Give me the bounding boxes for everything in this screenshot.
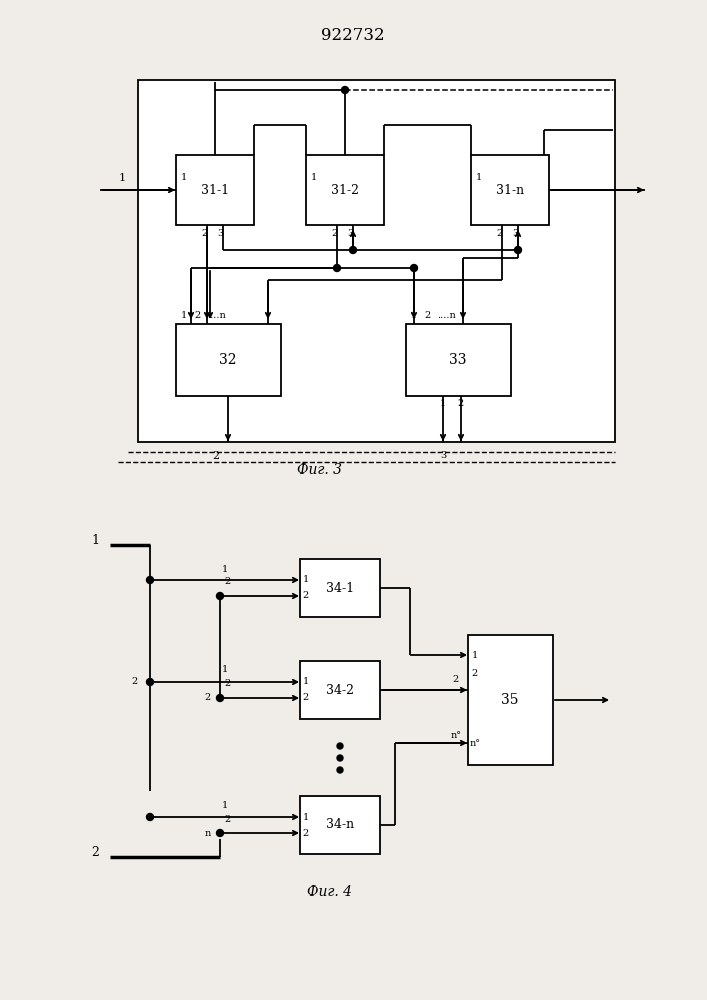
Text: 32: 32	[219, 353, 237, 367]
Bar	[176, 324, 281, 396]
Text: 1: 1	[181, 312, 187, 320]
Text: 3: 3	[347, 229, 353, 237]
Text: 3: 3	[512, 229, 518, 237]
Text: 2: 2	[212, 451, 220, 461]
Bar	[468, 635, 553, 765]
Text: 2: 2	[472, 668, 478, 678]
Text: 31-2: 31-2	[331, 184, 359, 196]
Bar	[176, 155, 254, 225]
Text: 31-1: 31-1	[201, 184, 229, 196]
Text: 922732: 922732	[321, 26, 385, 43]
Text: ....n: ....n	[206, 312, 226, 320]
Text: 1: 1	[222, 566, 228, 574]
Text: n: n	[205, 828, 211, 838]
Text: 1: 1	[91, 534, 99, 546]
Text: 2: 2	[303, 828, 309, 838]
Text: 2: 2	[91, 846, 99, 858]
Text: Фиг. 4: Фиг. 4	[308, 885, 353, 899]
Text: 2: 2	[425, 312, 431, 320]
Text: 34-1: 34-1	[326, 582, 354, 594]
Text: 2: 2	[195, 312, 201, 320]
Text: n°: n°	[469, 738, 481, 748]
Text: 1: 1	[311, 174, 317, 182]
Bar	[300, 661, 380, 719]
Text: 2: 2	[205, 694, 211, 702]
Text: 2: 2	[453, 676, 459, 684]
Text: 33: 33	[449, 353, 467, 367]
Text: Фиг. 3: Фиг. 3	[298, 463, 342, 477]
Text: 2: 2	[303, 694, 309, 702]
Text: 3: 3	[217, 229, 223, 237]
Circle shape	[337, 743, 343, 749]
Text: 1: 1	[303, 812, 309, 822]
Bar	[306, 155, 384, 225]
Text: 1: 1	[181, 174, 187, 182]
Text: 1: 1	[476, 174, 482, 182]
Text: 2: 2	[332, 229, 338, 237]
Text: 1: 1	[303, 576, 309, 584]
Text: 31-n: 31-n	[496, 184, 524, 196]
Bar	[300, 559, 380, 617]
Text: 1: 1	[222, 800, 228, 810]
Circle shape	[349, 246, 356, 253]
Circle shape	[411, 264, 418, 271]
Circle shape	[146, 576, 153, 584]
Text: 2: 2	[132, 678, 138, 686]
Text: 34-n: 34-n	[326, 818, 354, 832]
Text: 34-2: 34-2	[326, 684, 354, 696]
Bar	[406, 324, 511, 396]
Text: 2: 2	[225, 578, 231, 586]
Circle shape	[334, 264, 341, 271]
Circle shape	[515, 246, 522, 253]
Text: 1: 1	[411, 312, 417, 320]
Text: 2: 2	[202, 229, 208, 237]
Circle shape	[216, 694, 223, 702]
Bar	[471, 155, 549, 225]
Text: 2: 2	[458, 399, 464, 408]
Text: 35: 35	[501, 693, 519, 707]
Text: n°: n°	[450, 730, 462, 740]
Text: 2: 2	[225, 814, 231, 824]
Text: 1: 1	[440, 399, 446, 408]
Text: 1: 1	[472, 650, 478, 660]
Circle shape	[337, 767, 343, 773]
Text: ....n: ....n	[437, 312, 455, 320]
Text: 1: 1	[222, 666, 228, 674]
Text: 1: 1	[303, 678, 309, 686]
Text: 2: 2	[497, 229, 503, 237]
Circle shape	[146, 678, 153, 686]
Circle shape	[341, 87, 349, 94]
Circle shape	[146, 814, 153, 820]
Text: 3: 3	[440, 452, 446, 460]
Bar	[138, 80, 615, 442]
Text: 1: 1	[119, 173, 126, 183]
Bar	[300, 796, 380, 854]
Text: 2: 2	[225, 680, 231, 688]
Circle shape	[216, 592, 223, 599]
Circle shape	[216, 830, 223, 836]
Text: 2: 2	[303, 591, 309, 600]
Circle shape	[337, 755, 343, 761]
